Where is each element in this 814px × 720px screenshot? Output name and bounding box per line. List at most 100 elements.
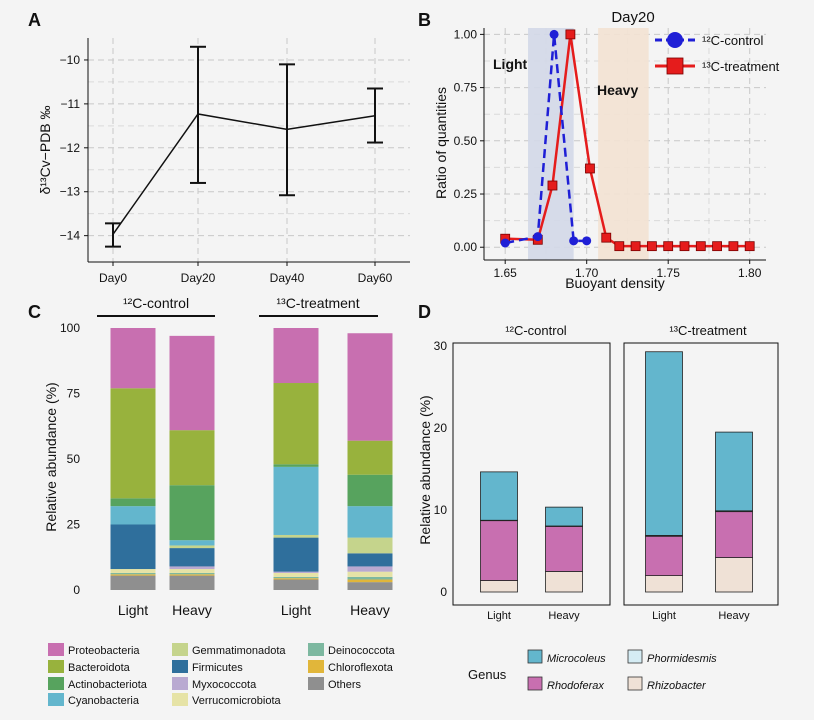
chart-c-legend-swatch bbox=[172, 643, 188, 656]
chart-d-bar-segment bbox=[480, 580, 518, 593]
chart-c-group-control: ¹²C-control bbox=[123, 295, 189, 311]
chart-c-legend-swatch bbox=[48, 660, 64, 673]
chart-d-bar-segment bbox=[645, 575, 683, 593]
chart-c-bar-segment bbox=[347, 582, 393, 590]
chart-c-bar-segment bbox=[347, 506, 393, 538]
chart-d-facet-treatment: ¹³C-treatment bbox=[669, 323, 747, 338]
chart-d-legend-label: Microcoleus bbox=[547, 653, 606, 665]
chart-d-legend-swatch bbox=[627, 649, 643, 664]
chart-c-xtick-label: Heavy bbox=[172, 602, 212, 618]
chart-a-xtick-label: Day0 bbox=[99, 271, 127, 285]
chart-d-bar-segment bbox=[545, 526, 583, 572]
chart-d-ytick-label: 20 bbox=[434, 421, 448, 435]
chart-a-xtick-label: Day40 bbox=[270, 271, 305, 285]
chart-b-point-control bbox=[500, 238, 510, 248]
chart-d: Relative abundance (%) ¹²C-control ¹³C-t… bbox=[417, 323, 779, 682]
chart-b-legend-marker-treatment bbox=[666, 57, 684, 75]
chart-c-bar-segment bbox=[110, 328, 156, 389]
chart-b-point-treatment bbox=[663, 241, 674, 252]
chart-b-point-control bbox=[569, 236, 579, 246]
chart-c-bar-segment bbox=[347, 571, 393, 577]
chart-b-ytick-label: 0.75 bbox=[454, 81, 478, 95]
chart-a: δ¹³Cv−PDB ‰ −14 −13 −12 −11 −10 Day0 Day20 Day4… bbox=[37, 38, 410, 285]
chart-b-point-control bbox=[549, 29, 559, 39]
chart-b-point-treatment bbox=[565, 29, 576, 40]
chart-c-bar-segment bbox=[169, 566, 215, 570]
chart-c-bar-segment bbox=[169, 575, 215, 590]
chart-b: Day20 Buoyant density Ratio of quantitie… bbox=[433, 9, 780, 291]
chart-c-legend-label: Actinobacteriota bbox=[68, 679, 148, 691]
chart-b-title: Day20 bbox=[611, 9, 654, 26]
chart-b-legend-marker-control bbox=[667, 32, 683, 48]
chart-d-xtick-label: Light bbox=[652, 610, 676, 622]
chart-d-bar-segment bbox=[545, 571, 583, 593]
chart-a-ylabel: δ¹³Cv−PDB ‰ bbox=[37, 105, 53, 194]
chart-b-region-label: Light bbox=[493, 56, 528, 72]
chart-d-facet-frame bbox=[623, 342, 779, 606]
chart-c-xtick-label: Light bbox=[118, 602, 148, 618]
chart-b-point-treatment bbox=[547, 180, 558, 191]
chart-c-bar-segment bbox=[169, 485, 215, 541]
chart-c-legend-label: Proteobacteria bbox=[68, 645, 140, 657]
chart-c-bar-segment bbox=[110, 498, 156, 507]
chart-c-bar-segment bbox=[169, 545, 215, 549]
chart-a-ytick-label: −13 bbox=[60, 185, 81, 199]
chart-c-bar-segment bbox=[110, 506, 156, 525]
chart-c-bar-segment bbox=[169, 548, 215, 567]
chart-c-bar-segment bbox=[110, 569, 156, 573]
chart-c-bar-segment bbox=[110, 572, 156, 575]
chart-a-series-line bbox=[112, 113, 376, 235]
chart-c-legend-swatch bbox=[172, 677, 188, 690]
chart-b-xtick-label: 1.65 bbox=[494, 266, 518, 280]
chart-d-bar-segment bbox=[715, 431, 753, 512]
chart-c-ytick-label: 100 bbox=[60, 321, 80, 335]
chart-b-point-treatment bbox=[630, 241, 641, 252]
chart-c-xtick-label: Heavy bbox=[350, 602, 390, 618]
chart-c-legend-label: Cyanobacteria bbox=[68, 695, 140, 707]
chart-b-ytick-label: 1.00 bbox=[454, 27, 478, 41]
chart-c-bar-segment bbox=[347, 333, 393, 441]
chart-d-xtick-label: Light bbox=[487, 610, 511, 622]
chart-b-point-control bbox=[533, 232, 543, 242]
chart-c-legend-swatch bbox=[48, 643, 64, 656]
chart-d-bar-segment bbox=[645, 535, 683, 576]
chart-c-bar-segment bbox=[273, 537, 319, 572]
chart-c-legend-label: Bacteroidota bbox=[68, 662, 131, 674]
chart-b-point-treatment bbox=[585, 163, 595, 174]
panel-label-c: C bbox=[28, 302, 41, 322]
chart-b-xtick-label: 1.80 bbox=[738, 266, 762, 280]
chart-c-legend-label: Firmicutes bbox=[192, 662, 243, 674]
chart-b-point-treatment bbox=[614, 241, 625, 252]
chart-b-point-treatment bbox=[728, 241, 739, 252]
chart-b-ylabel: Ratio of quantities bbox=[433, 87, 449, 199]
chart-b-legend-label-control: ¹²C-control bbox=[702, 33, 764, 48]
chart-d-xtick-label: Heavy bbox=[718, 610, 750, 622]
chart-b-ytick-label: 0.25 bbox=[454, 187, 478, 201]
chart-b-point-treatment bbox=[601, 232, 612, 243]
chart-c-legend-swatch bbox=[48, 693, 64, 706]
chart-d-ytick-label: 30 bbox=[434, 339, 448, 353]
chart-c-bar-segment bbox=[273, 572, 319, 577]
chart-d-bar-segment bbox=[645, 351, 683, 536]
chart-d-legend-swatch bbox=[627, 676, 643, 691]
chart-c-legend-swatch bbox=[172, 693, 188, 706]
chart-d-ytick-label: 10 bbox=[434, 503, 448, 517]
chart-d-legend: Microcoleus Phormidesmis Rhodoferax Rhizoba… bbox=[527, 649, 717, 692]
chart-b-point-treatment bbox=[679, 241, 690, 252]
chart-b-xtick-label: 1.75 bbox=[657, 266, 681, 280]
chart-d-legend-label: Rhizobacter bbox=[647, 680, 707, 692]
chart-d-legend-label: Rhodoferax bbox=[547, 680, 604, 692]
chart-c-ytick-label: 0 bbox=[73, 583, 80, 597]
chart-c-legend: Proteobacteria Bacteroidota Actinobacterio… bbox=[48, 643, 396, 707]
chart-b-region bbox=[598, 28, 649, 260]
chart-c-legend-swatch bbox=[308, 677, 324, 690]
chart-c-group-treatment: ¹³C-treatment bbox=[276, 295, 359, 311]
chart-c-ytick-label: 25 bbox=[67, 518, 81, 532]
chart-b-legend-label-treatment: ¹³C-treatment bbox=[702, 59, 780, 74]
chart-b-region-label: Heavy bbox=[597, 82, 638, 98]
chart-c-ylabel: Relative abundance (%) bbox=[43, 382, 59, 531]
chart-d-bar-segment bbox=[480, 520, 518, 581]
chart-c-legend-label: Myxococcota bbox=[192, 679, 257, 691]
chart-c-legend-swatch bbox=[172, 660, 188, 673]
chart-c-bar-segment bbox=[110, 388, 156, 499]
